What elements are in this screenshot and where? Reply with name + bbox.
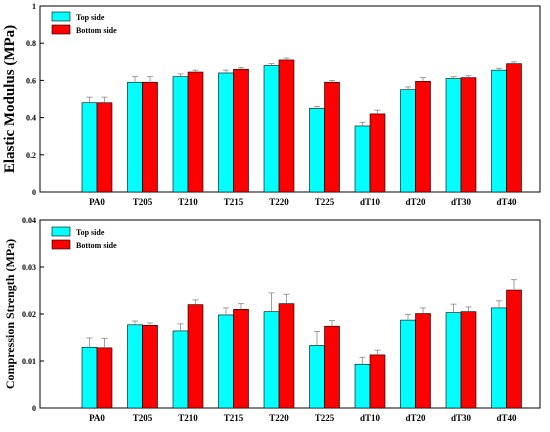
- bar-top-side: [445, 312, 462, 409]
- bar-bottom-side: [415, 313, 431, 409]
- bar-bottom-side: [369, 354, 386, 409]
- x-tick-label: dT20: [405, 413, 426, 423]
- bar-bottom-side: [460, 311, 477, 409]
- y-tick-label: 0.01: [22, 357, 36, 366]
- chart-panel-2: 0 0.01 0.02 0.03 0.04 Compression Strength (M…: [3, 216, 541, 423]
- x-tick-label: dT10: [360, 413, 381, 423]
- bar-bottom-side: [369, 113, 386, 193]
- y-tick-label: 0.03: [22, 263, 36, 272]
- y-tick-label: 0.6: [26, 76, 36, 85]
- x-tick-label: T205: [133, 197, 153, 207]
- legend-label: Bottom side: [76, 26, 117, 35]
- bar-top-side: [309, 345, 325, 409]
- y-tick-label: 0.2: [26, 151, 36, 160]
- bar-top-side: [218, 314, 234, 409]
- y-tick-label: 0: [32, 404, 36, 413]
- legend: Top side Bottom side: [51, 226, 117, 250]
- y-tick-label: 0.8: [26, 39, 36, 48]
- x-tick-label: T205: [133, 413, 153, 423]
- y-tick-label: 0.02: [22, 310, 36, 319]
- x-tick-label: T225: [315, 413, 335, 423]
- x-tick-label: dT30: [451, 413, 472, 423]
- bar-bottom-side: [142, 324, 158, 409]
- bar-bottom-side: [278, 303, 295, 409]
- legend-label: Bottom side: [76, 241, 117, 250]
- bar-top-side: [81, 102, 98, 193]
- bar-top-side: [127, 81, 143, 193]
- legend-swatch: [51, 11, 71, 22]
- bar-top-side: [218, 72, 234, 193]
- x-tick-label: T210: [178, 197, 198, 207]
- bar-top-side: [172, 76, 189, 193]
- bar-bottom-side: [278, 59, 295, 193]
- legend-swatch: [51, 239, 71, 250]
- legend-swatch: [51, 24, 71, 35]
- x-tick-label: T225: [315, 197, 335, 207]
- x-tick-label: T215: [224, 413, 244, 423]
- x-tick-label: dT40: [496, 197, 517, 207]
- bar-bottom-side: [233, 68, 249, 193]
- x-tick-label: dT30: [451, 197, 472, 207]
- x-tick-label: T210: [178, 413, 198, 423]
- y-tick-label: 1: [32, 2, 36, 11]
- bar-top-side: [354, 363, 371, 409]
- bar-top-side: [400, 89, 416, 193]
- x-tick-label: T220: [269, 197, 289, 207]
- bar-top-side: [491, 307, 507, 409]
- x-tick-label: dT20: [405, 197, 426, 207]
- bar-top-side: [309, 108, 325, 193]
- legend-label: Top side: [76, 228, 105, 237]
- x-tick-label: dT10: [360, 197, 381, 207]
- y-axis-title: Elastic Modulus (MPa): [2, 25, 18, 173]
- x-tick-label: T220: [269, 413, 289, 423]
- bar-top-side: [400, 319, 416, 409]
- y-tick-label: 0.4: [26, 114, 36, 123]
- legend-swatch: [51, 226, 71, 237]
- x-tick-label: T215: [224, 197, 244, 207]
- bar-bottom-side: [324, 325, 340, 409]
- x-tick-label: dT40: [496, 413, 517, 423]
- bar-bottom-side: [506, 289, 522, 409]
- bar-bottom-side: [96, 102, 113, 193]
- bar-bottom-side: [324, 81, 340, 193]
- bar-top-side: [263, 65, 280, 193]
- y-tick-label: 0.04: [22, 216, 36, 225]
- legend-label: Top side: [76, 13, 105, 22]
- bar-top-side: [445, 78, 462, 193]
- y-axis-title: Compression Strength (MPa): [3, 239, 17, 389]
- bar-bottom-side: [506, 63, 522, 193]
- x-tick-label: PA0: [89, 197, 105, 207]
- bar-bottom-side: [415, 81, 431, 193]
- bar-bottom-side: [233, 308, 249, 409]
- y-tick-label: 0: [32, 188, 36, 197]
- bar-top-side: [263, 311, 280, 409]
- bar-bottom-side: [187, 71, 204, 193]
- bar-top-side: [491, 69, 507, 193]
- x-tick-label: PA0: [89, 413, 105, 423]
- bar-top-side: [81, 347, 98, 409]
- bar-top-side: [172, 330, 189, 409]
- legend: Top side Bottom side: [51, 11, 117, 35]
- bar-bottom-side: [96, 347, 113, 409]
- bar-bottom-side: [460, 77, 477, 193]
- bar-top-side: [354, 125, 371, 193]
- chart-panel-1: 0 0.2 0.4 0.6 0.8 1 Elastic Modulus (MPa) PA0 T2…: [2, 2, 541, 207]
- bar-bottom-side: [142, 81, 158, 193]
- bar-bottom-side: [187, 304, 204, 409]
- bar-top-side: [127, 324, 143, 409]
